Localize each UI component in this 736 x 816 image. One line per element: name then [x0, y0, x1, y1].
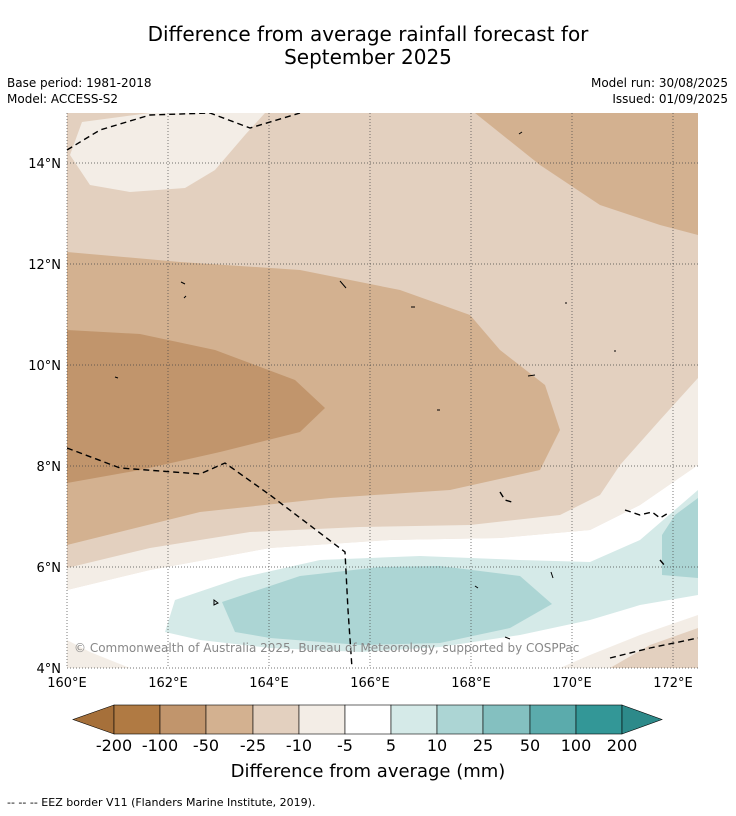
- fill-band-minus10: [67, 378, 698, 590]
- lon-label-166: 166°E: [350, 676, 390, 691]
- colorbar-cell-4: [252, 704, 300, 735]
- colorbar-cell-3: [205, 704, 254, 735]
- title-line-1: Difference from average rainfall forecas…: [147, 22, 589, 46]
- fill-core-minus100: [67, 330, 325, 483]
- lat-label-10: 10°N: [28, 359, 61, 374]
- lat-label-6: 6°N: [37, 561, 62, 576]
- colorbar-cell-below-min: [72, 704, 115, 735]
- colorbar-cell-9: [482, 704, 531, 735]
- lon-label-170: 170°E: [552, 676, 592, 691]
- meta-left: Base period: 1981-2018 Model: ACCESS-S2: [7, 75, 152, 107]
- cb-label-10: 10: [427, 736, 447, 755]
- cb-label-25: 25: [473, 736, 493, 755]
- model-run: Model run: 30/08/2025: [590, 76, 728, 90]
- title-line-2: September 2025: [284, 45, 452, 69]
- colorbar-cell-1: [113, 704, 161, 735]
- cb-label-minus5: -5: [337, 736, 353, 755]
- colorbar-title: Difference from average (mm): [230, 761, 506, 782]
- lon-labels: 160°E 162°E 164°E 166°E 168°E 170°E 172°…: [47, 676, 693, 691]
- colorbar: [72, 704, 663, 735]
- colorbar-cell-6: [344, 704, 392, 735]
- fill-bottomright-minus25: [610, 628, 698, 668]
- cb-label-minus25: -25: [240, 736, 266, 755]
- eez-footnote: -- -- -- EEZ border V11 (Flanders Marine…: [7, 796, 316, 809]
- cb-label-200: 200: [607, 736, 638, 755]
- lat-labels: 14°N 12°N 10°N 8°N 6°N 4°N: [28, 157, 61, 677]
- issued-date: Issued: 01/09/2025: [612, 92, 728, 106]
- colorbar-cell-8: [436, 704, 484, 735]
- base-period: Base period: 1981-2018: [7, 76, 152, 90]
- colorbar-cell-5: [298, 704, 346, 735]
- lon-label-164: 164°E: [249, 676, 289, 691]
- fill-10-25: [222, 566, 552, 645]
- colorbar-cell-7: [390, 704, 438, 735]
- model-name: Model: ACCESS-S2: [7, 92, 119, 106]
- gridlines: [66, 113, 698, 669]
- fill-topright-minus50: [475, 113, 698, 235]
- lat-label-14: 14°N: [28, 157, 61, 172]
- cb-label-minus10: -10: [286, 736, 312, 755]
- colorbar-labels: -200 -100 -50 -25 -10 -5 5 10 25 50 100 …: [96, 736, 637, 755]
- cb-label-5: 5: [386, 736, 396, 755]
- cb-label-50: 50: [520, 736, 540, 755]
- fill-10-25-right: [662, 498, 698, 578]
- lat-label-4: 4°N: [37, 662, 62, 677]
- lon-label-160: 160°E: [47, 676, 87, 691]
- fill-topleft-minus10: [70, 113, 265, 192]
- colorbar-cell-above-max: [621, 704, 663, 735]
- meta-right: Model run: 30/08/2025 Issued: 01/09/2025: [591, 75, 728, 107]
- colorbar-cell-2: [159, 704, 207, 735]
- colorbar-cell-11: [575, 704, 623, 735]
- contour-fills: [67, 113, 698, 668]
- island-marks: [114, 131, 616, 640]
- colorbar-cell-10: [529, 704, 577, 735]
- lat-label-12: 12°N: [28, 258, 61, 273]
- eez-borders: [67, 113, 698, 668]
- cb-label-minus100: -100: [142, 736, 178, 755]
- cb-label-minus50: -50: [193, 736, 219, 755]
- cb-label-100: 100: [561, 736, 592, 755]
- cb-label-minus200: -200: [96, 736, 132, 755]
- fill-bottomleft: [67, 640, 130, 668]
- lon-label-168: 168°E: [451, 676, 491, 691]
- lon-label-172: 172°E: [653, 676, 693, 691]
- lat-label-8: 8°N: [37, 460, 62, 475]
- lon-label-162: 162°E: [148, 676, 188, 691]
- copyright-notice: © Commonwealth of Australia 2025, Bureau…: [74, 641, 580, 655]
